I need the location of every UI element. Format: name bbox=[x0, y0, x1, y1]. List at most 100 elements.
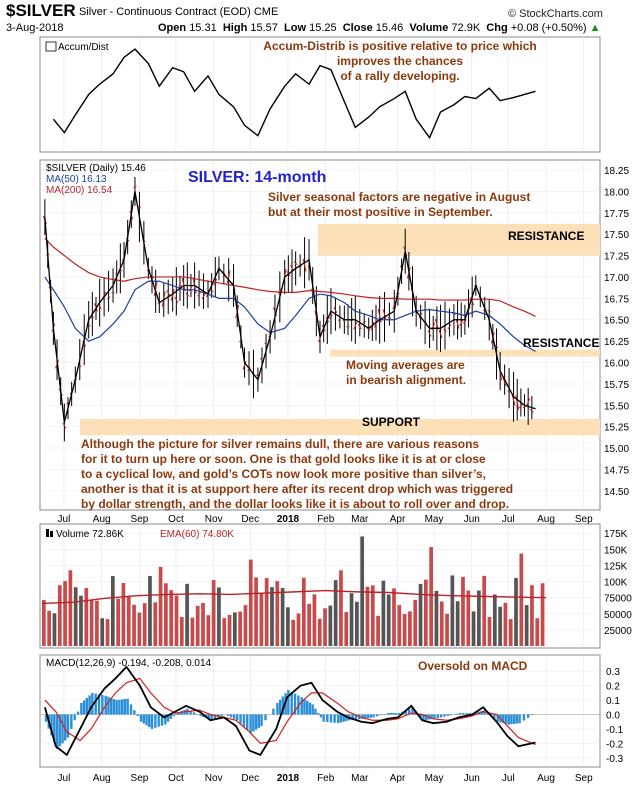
macd-hist-bar bbox=[112, 698, 116, 715]
price-candle-tick bbox=[293, 261, 298, 265]
macd-hist-bar bbox=[337, 714, 340, 724]
volume-bar bbox=[498, 606, 502, 646]
volume-bar bbox=[339, 570, 343, 646]
macd-hist-bar bbox=[118, 699, 121, 715]
macd-hist-bar bbox=[76, 711, 80, 715]
macd-hist-bar bbox=[236, 714, 239, 721]
price-candles bbox=[42, 176, 534, 442]
macd-x-label: Sep bbox=[131, 773, 149, 784]
macd-hist-bar bbox=[257, 714, 261, 728]
silver-14-month-title: SILVER: 14-month bbox=[188, 169, 326, 186]
price-candle-tick bbox=[455, 318, 460, 329]
macd-tick-label: 0.2 bbox=[606, 682, 620, 693]
ma-note-line-2: in bearish alignment. bbox=[346, 373, 466, 387]
price-candle-tick bbox=[174, 296, 179, 303]
band-resistance-upper bbox=[318, 223, 600, 256]
macd-hist-bar bbox=[316, 713, 320, 715]
volume-bar bbox=[312, 594, 317, 646]
support-label: SUPPORT bbox=[362, 415, 421, 429]
volume-ema-line bbox=[41, 589, 547, 605]
macd-hist-bar bbox=[493, 714, 496, 719]
price-candle-tick bbox=[357, 323, 362, 330]
macd-hist-bar bbox=[518, 714, 521, 724]
price-candle-tick bbox=[153, 281, 158, 297]
price-candle-tick bbox=[418, 312, 423, 319]
price-candle-tick bbox=[166, 290, 171, 296]
macd-hist-bar bbox=[439, 714, 443, 718]
volume-legend-label: Volume 72.86K bbox=[56, 529, 124, 540]
macd-hist-bar bbox=[55, 714, 59, 750]
macd-hist-bar bbox=[61, 714, 64, 744]
macd-hist-bar bbox=[229, 714, 233, 718]
macd-hist-bar bbox=[150, 714, 154, 729]
volume-value: 72.9K bbox=[451, 22, 481, 34]
macd-hist-bar bbox=[107, 696, 110, 715]
macd-hist-bar bbox=[502, 714, 505, 724]
chg-label: Chg bbox=[486, 22, 508, 34]
volume-bar bbox=[477, 590, 481, 646]
macd-hist-bar bbox=[80, 702, 83, 715]
volume-bar bbox=[57, 585, 62, 646]
macd-hist-bar bbox=[142, 714, 145, 724]
price-candle-tick bbox=[507, 390, 511, 393]
accum-note-line-2: improves the chances bbox=[337, 54, 463, 68]
macd-hist-bar bbox=[329, 714, 333, 723]
macd-hist-bar bbox=[507, 714, 510, 725]
volume-bar bbox=[264, 578, 269, 646]
support-resistance-bands bbox=[80, 223, 600, 436]
ma200-line bbox=[44, 238, 536, 317]
macd-hist-bar bbox=[449, 714, 453, 716]
volume-bar bbox=[195, 605, 200, 646]
price-x-label: Dec bbox=[241, 514, 259, 525]
price-x-label: Aug bbox=[93, 514, 111, 525]
volume-bar bbox=[132, 604, 136, 646]
volume-bar bbox=[79, 595, 83, 646]
macd-hist-bar bbox=[264, 714, 267, 721]
macd-hist-bar bbox=[392, 713, 395, 715]
volume-bar bbox=[461, 576, 465, 646]
price-candle-tick bbox=[264, 342, 268, 345]
price-x-label: Sep bbox=[575, 514, 593, 525]
macd-hist-bar bbox=[462, 713, 465, 715]
macd-hist-bar bbox=[254, 714, 258, 730]
macd-hist-bar bbox=[308, 702, 312, 715]
volume-tick-label: 175K bbox=[604, 529, 628, 540]
volume-bar bbox=[450, 575, 455, 646]
macd-hist-bar bbox=[120, 699, 124, 715]
commentary-line-2: for it to turn up here or soon. One is t… bbox=[81, 452, 486, 466]
price-candle-tick bbox=[459, 319, 464, 326]
price-tick-label: 14.50 bbox=[604, 487, 629, 498]
symbol-title: $SILVER bbox=[6, 1, 76, 20]
macd-hist-bar bbox=[379, 714, 383, 716]
volume-bar bbox=[286, 607, 290, 646]
macd-hist-bar bbox=[53, 714, 56, 743]
macd-histogram bbox=[44, 689, 534, 750]
macd-hist-bar bbox=[443, 714, 446, 717]
volume-bar bbox=[508, 619, 513, 646]
macd-hist-bar bbox=[175, 713, 178, 715]
price-tick-label: 16.00 bbox=[604, 359, 629, 370]
volume-bar bbox=[243, 605, 248, 646]
seasonal-note-line-2: but at their most positive in September. bbox=[268, 205, 493, 219]
volume-bar bbox=[503, 602, 508, 646]
volume-bar bbox=[535, 618, 540, 646]
resistance-upper-label: RESISTANCE bbox=[508, 229, 584, 243]
volume-bar bbox=[381, 580, 386, 646]
macd-hist-bar bbox=[249, 714, 252, 734]
volume-axis-ticks: 175K 150K 125K 100K 75000 50000 25000 bbox=[604, 529, 632, 637]
macd-tick-label: 0.0 bbox=[606, 711, 620, 722]
macd-hist-bar bbox=[58, 714, 61, 747]
macd-hist-bar bbox=[207, 714, 211, 720]
macd-hist-bar bbox=[287, 689, 290, 715]
price-tick-label: 16.25 bbox=[604, 337, 629, 348]
macd-hist-bar bbox=[94, 693, 97, 715]
price-tick-label: 14.75 bbox=[604, 465, 629, 476]
volume-legend-swatch-2 bbox=[50, 531, 53, 537]
high-value: 15.57 bbox=[250, 22, 278, 34]
macd-x-label: 2018 bbox=[277, 773, 300, 784]
volume-bar bbox=[333, 580, 338, 646]
macd-x-label: Jul bbox=[58, 773, 71, 784]
macd-hist-bar bbox=[319, 714, 323, 718]
macd-hist-bar bbox=[82, 700, 86, 715]
